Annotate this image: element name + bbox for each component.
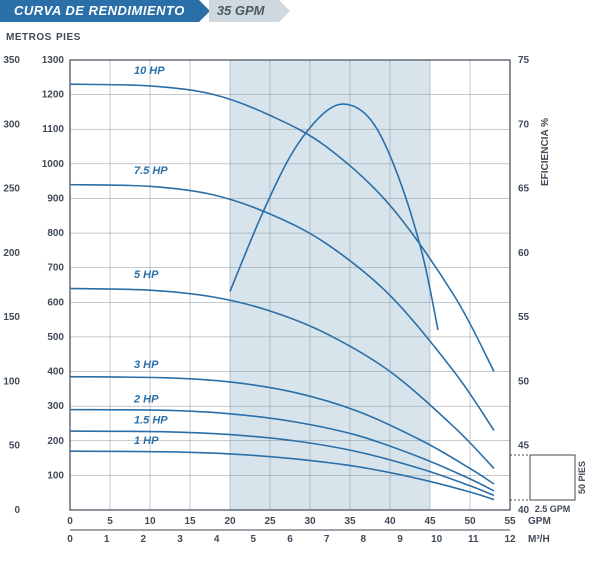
svg-text:350: 350 [3, 55, 20, 66]
svg-text:20: 20 [224, 516, 236, 527]
svg-text:15: 15 [184, 516, 196, 527]
svg-text:7: 7 [324, 534, 330, 545]
svg-text:EFICIENCIA %: EFICIENCIA % [540, 118, 551, 186]
svg-text:50 PIES: 50 PIES [577, 461, 587, 494]
svg-text:M³/H: M³/H [528, 534, 550, 545]
svg-text:900: 900 [47, 193, 64, 204]
svg-text:200: 200 [3, 248, 20, 259]
svg-text:2: 2 [141, 534, 147, 545]
svg-text:50: 50 [464, 516, 476, 527]
svg-text:8: 8 [361, 534, 367, 545]
svg-text:25: 25 [264, 516, 276, 527]
svg-text:40: 40 [518, 505, 530, 516]
svg-text:2.5 GPM: 2.5 GPM [535, 504, 571, 514]
svg-text:9: 9 [397, 534, 403, 545]
svg-text:55: 55 [518, 312, 530, 323]
svg-text:1000: 1000 [42, 159, 65, 170]
svg-text:300: 300 [47, 401, 64, 412]
svg-text:60: 60 [518, 248, 530, 259]
svg-text:100: 100 [47, 470, 64, 481]
svg-text:10: 10 [144, 516, 156, 527]
svg-text:1 HP: 1 HP [134, 435, 159, 447]
svg-text:10: 10 [431, 534, 443, 545]
svg-text:600: 600 [47, 297, 64, 308]
svg-text:400: 400 [47, 367, 64, 378]
svg-text:200: 200 [47, 436, 64, 447]
svg-text:2 HP: 2 HP [133, 394, 159, 406]
svg-text:1.5 HP: 1.5 HP [134, 414, 168, 426]
svg-text:0: 0 [14, 505, 20, 516]
svg-text:1: 1 [104, 534, 110, 545]
svg-text:12: 12 [504, 534, 516, 545]
svg-text:45: 45 [518, 441, 530, 452]
svg-text:700: 700 [47, 263, 64, 274]
svg-text:3 HP: 3 HP [134, 359, 159, 371]
svg-text:150: 150 [3, 312, 20, 323]
svg-text:5: 5 [251, 534, 257, 545]
svg-text:1300: 1300 [42, 55, 65, 66]
svg-text:6: 6 [287, 534, 293, 545]
svg-text:1100: 1100 [42, 124, 64, 135]
svg-text:3: 3 [177, 534, 183, 545]
svg-text:300: 300 [3, 119, 20, 130]
svg-text:65: 65 [518, 184, 530, 195]
svg-text:5: 5 [107, 516, 113, 527]
svg-text:50: 50 [9, 441, 21, 452]
svg-text:35: 35 [344, 516, 356, 527]
svg-text:75: 75 [518, 55, 530, 66]
svg-text:55: 55 [504, 516, 516, 527]
svg-text:1200: 1200 [42, 90, 65, 101]
svg-text:45: 45 [424, 516, 436, 527]
svg-text:30: 30 [304, 516, 316, 527]
svg-text:100: 100 [3, 376, 20, 387]
svg-text:11: 11 [468, 534, 479, 545]
svg-text:0: 0 [67, 516, 73, 527]
svg-text:40: 40 [384, 516, 396, 527]
svg-text:250: 250 [3, 184, 20, 195]
svg-text:500: 500 [47, 332, 64, 343]
svg-text:70: 70 [518, 119, 530, 130]
svg-text:10 HP: 10 HP [134, 65, 165, 77]
svg-text:50: 50 [518, 376, 530, 387]
svg-text:800: 800 [47, 228, 64, 239]
performance-chart: 0510152025303540455055GPM012345678910111… [0, 0, 602, 585]
svg-text:0: 0 [67, 534, 73, 545]
svg-text:4: 4 [214, 534, 220, 545]
svg-text:5 HP: 5 HP [134, 269, 159, 281]
svg-text:7.5 HP: 7.5 HP [134, 165, 168, 177]
svg-text:GPM: GPM [528, 516, 551, 527]
